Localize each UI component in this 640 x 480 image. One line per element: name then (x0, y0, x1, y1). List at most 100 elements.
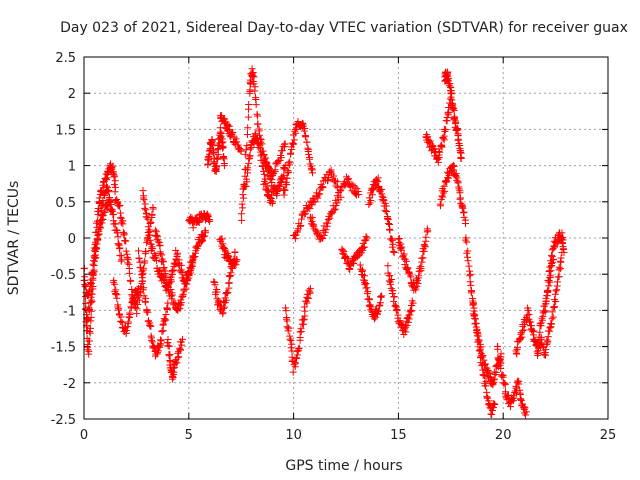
data-point (214, 155, 222, 163)
data-point (244, 164, 252, 172)
data-point (126, 311, 134, 319)
data-point (365, 201, 373, 209)
data-point (99, 197, 107, 205)
data-point (389, 287, 397, 295)
data-point (237, 147, 245, 155)
data-point (160, 315, 168, 323)
data-point (364, 288, 372, 296)
data-point (122, 326, 130, 334)
data-point (263, 182, 271, 190)
data-point (244, 124, 252, 132)
data-point (122, 237, 130, 245)
data-point (559, 246, 567, 254)
data-point (177, 299, 185, 307)
data-point (280, 165, 288, 173)
data-point (106, 197, 114, 205)
data-point (543, 336, 551, 344)
data-point (89, 282, 97, 290)
y-axis: -2.5 -2 -1.5 -1 -0.5 0 0.5 1 1.5 2 2.5 (51, 51, 608, 428)
data-point (306, 205, 314, 213)
data-point (187, 265, 195, 273)
data-point (326, 214, 334, 222)
data-point (451, 114, 459, 122)
y-tick-label: -1.5 (51, 341, 76, 356)
data-point (220, 152, 228, 160)
data-point (439, 189, 447, 197)
data-point (110, 170, 118, 178)
data-point (101, 208, 109, 216)
data-point (560, 248, 568, 256)
x-tick-label: 20 (495, 428, 512, 443)
data-point (110, 172, 118, 180)
data-point (547, 257, 555, 265)
x-tick-label: 25 (600, 428, 617, 443)
data-point (409, 299, 417, 307)
data-point (490, 378, 498, 386)
data-point (137, 264, 145, 272)
data-point (219, 143, 227, 151)
data-point (390, 248, 398, 256)
data-point (220, 162, 228, 170)
data-point (127, 304, 135, 312)
data-point (161, 315, 169, 323)
data-point (439, 193, 447, 201)
data-point (412, 286, 420, 294)
data-point (283, 181, 291, 189)
data-point (113, 294, 121, 302)
data-point (379, 196, 387, 204)
data-point (331, 205, 339, 213)
data-point (287, 150, 295, 158)
data-point (546, 263, 554, 271)
data-point (168, 295, 176, 303)
data-point (513, 379, 521, 387)
data-point (86, 337, 94, 345)
data-point (464, 247, 472, 255)
data-point (285, 324, 293, 332)
data-point (542, 294, 550, 302)
data-point (233, 256, 241, 264)
data-point (92, 245, 100, 253)
data-point (355, 191, 363, 199)
data-point (498, 372, 506, 380)
data-point (144, 317, 152, 325)
data-point (238, 216, 246, 224)
data-point (110, 276, 118, 284)
data-point (99, 200, 107, 208)
data-point (474, 332, 482, 340)
data-point (490, 404, 498, 412)
data-point (213, 154, 221, 162)
data-point (278, 175, 286, 183)
data-point (386, 280, 394, 288)
y-tick-label: 2.5 (55, 51, 76, 66)
data-point (124, 259, 132, 267)
data-point (144, 308, 152, 316)
data-point (195, 218, 203, 226)
data-point (548, 251, 556, 259)
data-point (436, 200, 444, 208)
data-point (291, 232, 299, 240)
data-point (378, 192, 386, 200)
data-point (480, 356, 488, 364)
data-point (146, 319, 154, 327)
data-point (467, 281, 475, 289)
data-point (127, 277, 135, 285)
data-point (140, 284, 148, 292)
data-point (339, 247, 347, 255)
data-point (214, 151, 222, 159)
data-point (500, 379, 508, 387)
data-point (156, 241, 164, 249)
data-point (91, 257, 99, 265)
data-point (534, 351, 542, 359)
data-point (522, 411, 530, 419)
data-point (117, 257, 125, 265)
data-point (85, 305, 93, 313)
data-point (386, 226, 394, 234)
data-point (521, 404, 529, 412)
data-point (159, 258, 167, 266)
data-point (365, 302, 373, 310)
data-point (221, 115, 229, 123)
data-point (189, 224, 197, 232)
data-point (470, 304, 478, 312)
data-point (288, 139, 296, 147)
